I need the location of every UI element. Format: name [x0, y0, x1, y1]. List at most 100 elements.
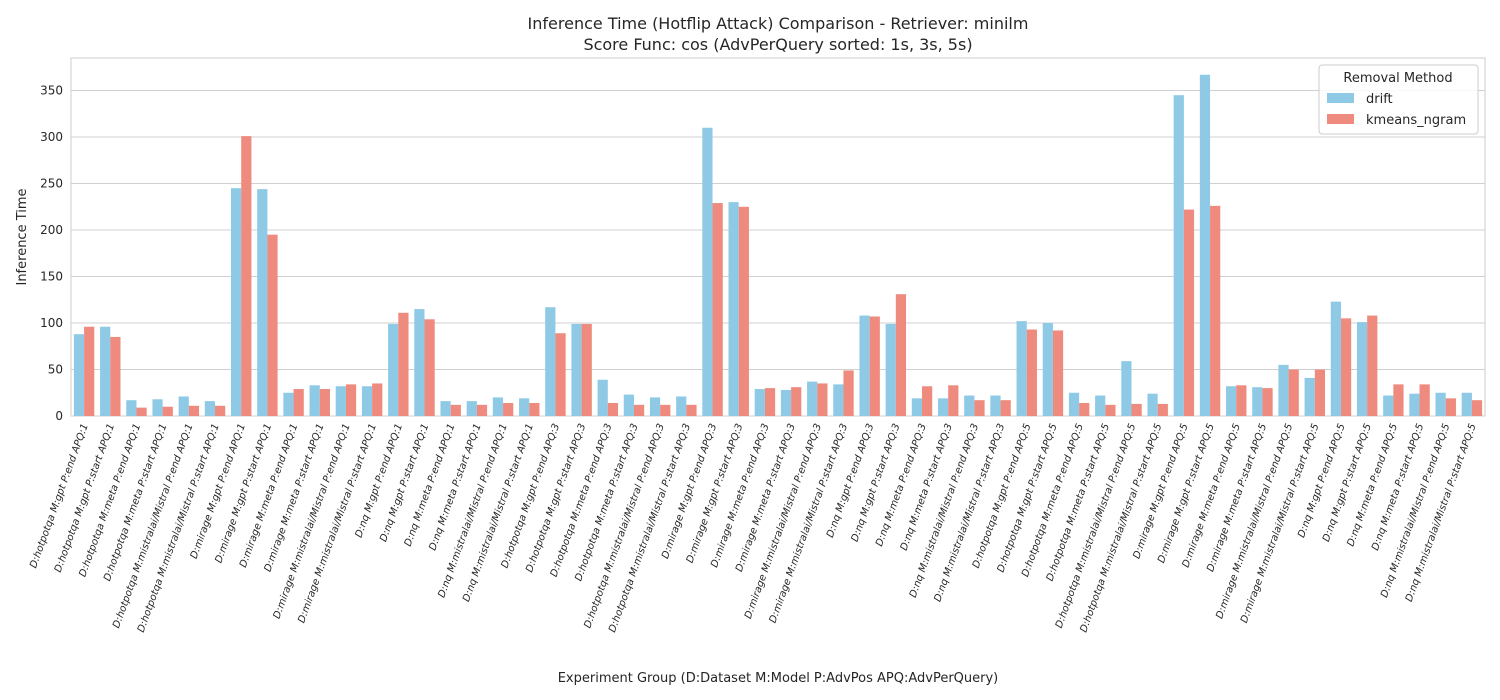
bar-kmeans-ngram	[162, 406, 173, 416]
bar-drift	[728, 202, 739, 416]
bar-kmeans-ngram	[1026, 329, 1037, 416]
bar-kmeans-ngram	[869, 316, 880, 416]
y-axis: 0 50 100 150 200 250 300 350	[40, 84, 63, 423]
bar-drift	[73, 334, 85, 416]
bar-kmeans-ngram	[476, 404, 488, 416]
bar-kmeans-ngram	[1079, 402, 1090, 416]
bar-kmeans-ngram	[267, 234, 278, 416]
legend-label-kmeans-ngram: kmeans_ngram	[1366, 113, 1466, 128]
bar-kmeans-ngram	[1314, 369, 1326, 416]
bar-drift	[257, 189, 268, 416]
bar-kmeans-ngram	[424, 319, 435, 416]
bar-drift	[754, 389, 765, 416]
legend-title: Removal Method	[1343, 71, 1452, 86]
bar-drift	[1016, 321, 1027, 416]
bar-kmeans-ngram	[764, 388, 776, 416]
bar-drift	[1435, 392, 1446, 416]
bar-drift	[100, 326, 111, 416]
bar-drift	[230, 188, 242, 416]
x-axis-label: Experiment Group (D:Dataset M:Model P:Ad…	[558, 671, 999, 686]
y-tick-label: 150	[40, 270, 63, 284]
bar-drift	[1226, 386, 1237, 416]
bar-kmeans-ngram	[1288, 369, 1299, 416]
bar-drift	[780, 389, 792, 416]
bar-kmeans-ngram	[293, 389, 304, 416]
bar-kmeans-ngram	[817, 383, 828, 416]
bar-kmeans-ngram	[1471, 400, 1483, 416]
bar-drift	[1199, 74, 1211, 417]
bar-kmeans-ngram	[215, 405, 226, 416]
y-axis-label: Inference Time	[15, 188, 30, 285]
bar-kmeans-ngram	[136, 407, 147, 416]
x-tick-label: D:nq M:meta P:end APQ:3	[874, 422, 929, 548]
bar-kmeans-ngram	[581, 323, 592, 416]
bar-kmeans-ngram	[529, 402, 540, 416]
bar-drift	[885, 323, 896, 416]
bar-drift	[1173, 95, 1184, 416]
bar-drift	[1383, 395, 1394, 416]
bar-kmeans-ngram	[110, 336, 121, 416]
bar-drift	[1042, 323, 1053, 416]
y-tick-label: 0	[55, 409, 63, 423]
bar-drift	[1461, 392, 1472, 416]
bar-drift	[361, 386, 373, 416]
plot-area	[70, 57, 1486, 417]
bar-kmeans-ngram	[1157, 403, 1168, 416]
y-tick-label: 350	[40, 84, 63, 98]
x-tick-label: D:nq M:gpt P:start APQ:5	[1321, 422, 1374, 543]
bar-kmeans-ngram	[1131, 403, 1142, 416]
bar-kmeans-ngram	[633, 404, 645, 416]
bar-drift	[178, 396, 189, 416]
bar-kmeans-ngram	[895, 294, 907, 416]
x-tick-label: D:nq M:meta P:end APQ:1	[403, 422, 458, 548]
bar-drift	[702, 127, 713, 417]
bar-drift	[911, 398, 923, 416]
bar-drift	[1278, 364, 1289, 416]
legend-swatch-drift	[1327, 93, 1354, 103]
bar-drift	[676, 396, 687, 416]
y-tick-label: 100	[40, 316, 63, 330]
legend-box	[1318, 64, 1479, 135]
bar-drift	[466, 401, 477, 416]
gridlines	[71, 90, 1485, 417]
bar-drift	[1252, 387, 1263, 416]
x-tick-label: D:nq M:gpt P:start APQ:1	[378, 422, 431, 543]
legend-label-drift: drift	[1366, 92, 1393, 107]
bar-kmeans-ngram	[398, 312, 409, 416]
bar-drift	[937, 398, 949, 416]
bar-drift	[571, 323, 582, 416]
bar-drift	[1121, 361, 1132, 416]
bar-kmeans-ngram	[1105, 404, 1116, 416]
bar-drift	[649, 397, 661, 416]
y-tick-label: 250	[40, 177, 63, 191]
bar-drift	[545, 307, 556, 416]
x-tick-label: D:nq M:gpt P:start APQ:3	[850, 422, 903, 543]
bar-drift	[964, 395, 975, 416]
bar-kmeans-ngram	[738, 206, 749, 416]
bars	[73, 74, 1483, 417]
bar-drift	[597, 379, 608, 416]
bar-drift	[1356, 322, 1368, 416]
bar-kmeans-ngram	[1419, 384, 1430, 416]
bar-drift	[859, 315, 870, 416]
bar-kmeans-ngram	[188, 405, 200, 416]
x-tick-label: D:nq M:meta P:end APQ:5	[1345, 422, 1400, 548]
bar-drift	[807, 381, 818, 416]
bar-kmeans-ngram	[503, 402, 514, 416]
bar-kmeans-ngram	[1000, 400, 1011, 416]
bar-drift	[1147, 393, 1158, 416]
y-tick-label: 300	[40, 130, 63, 144]
bar-kmeans-ngram	[84, 326, 95, 416]
bar-drift	[623, 394, 634, 416]
bar-kmeans-ngram	[948, 385, 959, 416]
bar-kmeans-ngram	[1052, 330, 1064, 416]
bar-drift	[204, 401, 216, 416]
y-tick-label: 200	[40, 223, 63, 237]
bar-kmeans-ngram	[1210, 205, 1221, 416]
bar-drift	[388, 323, 399, 416]
bar-drift	[283, 392, 294, 416]
bar-kmeans-ngram	[345, 384, 357, 416]
bar-kmeans-ngram	[1393, 384, 1404, 416]
bar-drift	[1304, 377, 1315, 416]
bar-kmeans-ngram	[712, 203, 723, 416]
